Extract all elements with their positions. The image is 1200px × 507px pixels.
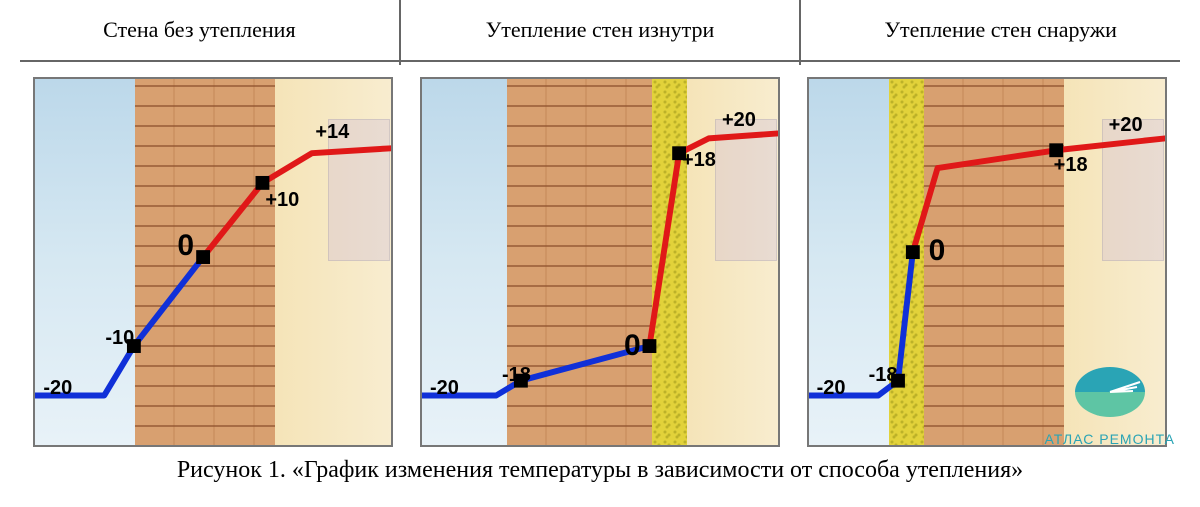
temperature-marker [256, 176, 270, 190]
temp-label: 0 [929, 234, 946, 268]
brand-logo: АТЛАС РЕМОНТА [1045, 357, 1175, 447]
temp-label: -18 [502, 364, 531, 387]
temp-label: -18 [869, 364, 898, 387]
temperature-marker [643, 339, 657, 353]
hot-line [912, 138, 1164, 252]
temp-label: +18 [1054, 154, 1088, 177]
header-2: Утепление стен изнутри [401, 17, 800, 43]
temperature-plot [422, 79, 778, 445]
temperature-marker [906, 245, 920, 259]
panel-inside-insulation: -20 -18 0 +18 +20 [420, 77, 780, 447]
figure-caption: Рисунок 1. «График изменения температуры… [0, 447, 1200, 484]
temp-label: -10 [105, 327, 134, 350]
logo-icon [1065, 357, 1155, 427]
header-3: Утепление стен снаружи [801, 17, 1200, 43]
horizontal-rule [20, 60, 1180, 62]
temp-label: -20 [430, 377, 459, 400]
temperature-marker [197, 250, 211, 264]
header-1: Стена без утепления [0, 17, 399, 43]
temp-label: -20 [43, 377, 72, 400]
logo-text: АТЛАС РЕМОНТА [1045, 431, 1175, 447]
temp-label: 0 [177, 229, 194, 263]
temp-label: +18 [682, 149, 716, 172]
temp-label: -20 [817, 377, 846, 400]
panels-row: -20 -10 0 +10 +14 -20 -18 0 +18 +20 -20 -18 0 +18 +20 [0, 77, 1200, 447]
temp-label: +10 [265, 189, 299, 212]
temp-label: +20 [1109, 114, 1143, 137]
panel-no-insulation: -20 -10 0 +10 +14 [33, 77, 393, 447]
temp-label: 0 [624, 329, 641, 363]
temp-label: +14 [315, 121, 349, 144]
temp-label: +20 [722, 109, 756, 132]
headers-row: Стена без утепления Утепление стен изнут… [0, 0, 1200, 60]
